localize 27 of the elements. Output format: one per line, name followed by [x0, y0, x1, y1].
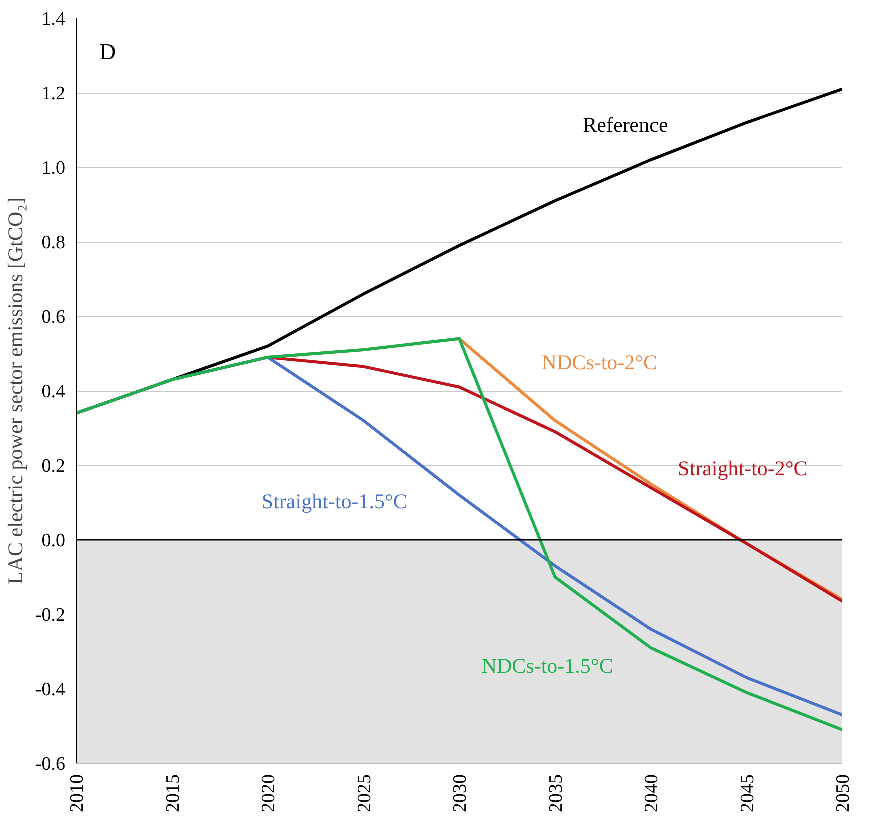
y-tick-label: 0.2	[42, 456, 66, 477]
y-tick-label: 0.0	[42, 530, 66, 552]
series-label: Reference	[583, 113, 668, 138]
y-tick-label: 0.8	[42, 232, 66, 254]
y-tick-label: 0.4	[42, 382, 66, 402]
x-tick-label: 2025	[354, 774, 376, 812]
x-tick-label: 2045	[737, 774, 758, 812]
y-tick-label: 1.2	[42, 84, 66, 104]
series-label: NDCs-to-1.5°C	[482, 654, 614, 678]
y-tick-label: -0.6	[35, 754, 66, 775]
y-axis-title: LAC electric power sector emissions [GtCO₂]	[3, 198, 28, 584]
y-tick-label: 1.4	[42, 9, 66, 30]
y-tick-label: -0.4	[35, 680, 66, 700]
series-label: Straight-to-2°C	[678, 456, 808, 480]
x-tick-label: 2035	[546, 774, 567, 812]
y-tick-label: 1.0	[42, 158, 66, 179]
x-tick-label: 2015	[162, 774, 184, 812]
x-tick-label: 2050	[833, 774, 854, 812]
x-tick-label: 2030	[450, 774, 471, 812]
annotation: D	[99, 40, 116, 65]
series-label: NDCs-to-2°C	[542, 350, 658, 375]
y-tick-label: 0.6	[42, 307, 66, 328]
y-tick-label: -0.2	[35, 605, 66, 626]
x-tick-label: 2040	[642, 774, 662, 812]
x-tick-label: 2020	[258, 774, 280, 812]
series-label: Straight-to-1.5°C	[262, 489, 408, 514]
x-tick-label: 2010	[67, 774, 88, 812]
